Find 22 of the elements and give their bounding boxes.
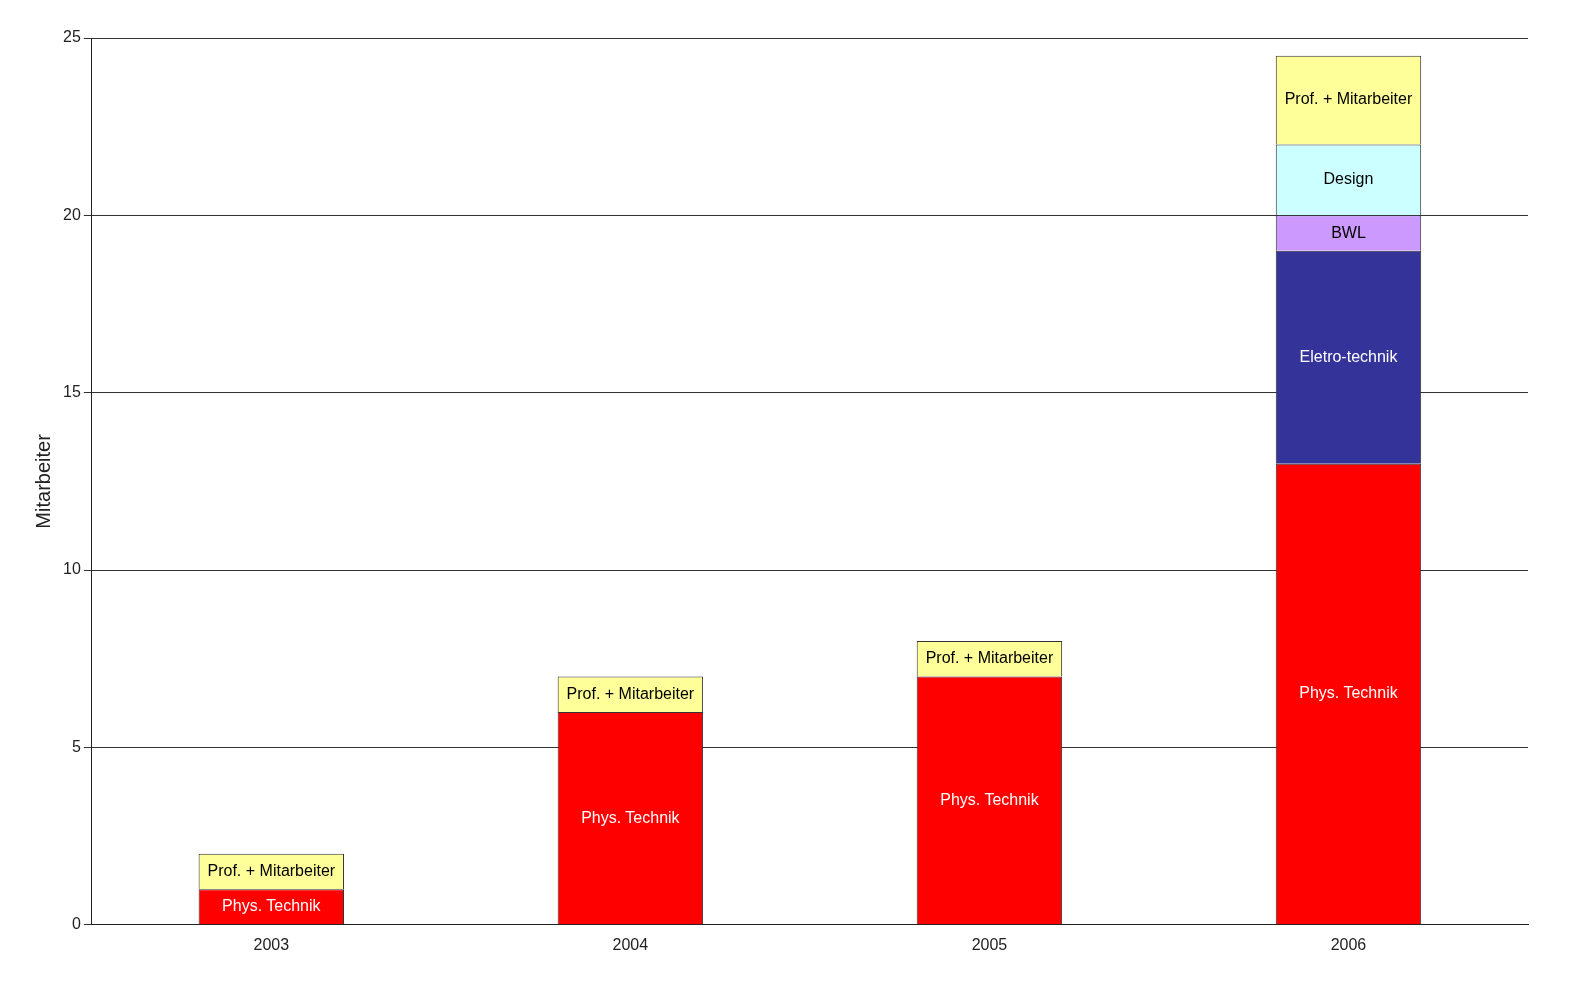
y-tick-label: 10 bbox=[63, 560, 81, 578]
text: Phys. Technik bbox=[1299, 684, 1398, 702]
y-tick-label: 15 bbox=[63, 383, 81, 401]
y-tick-label: 25 bbox=[63, 28, 81, 46]
y-tick-label: 0 bbox=[71, 915, 81, 933]
text: Phys. Technik bbox=[581, 808, 680, 826]
x-tick-label: 2005 bbox=[971, 935, 1008, 953]
series-label: Design bbox=[1323, 170, 1374, 188]
text: Prof. + Mitarbeiter bbox=[925, 649, 1054, 667]
x-tick-label: 2006 bbox=[1330, 935, 1367, 953]
x-tick-label: 2003 bbox=[253, 935, 290, 953]
text: Prof. + Mitarbeiter bbox=[566, 684, 695, 702]
text: Prof. + Mitarbeiter bbox=[1284, 90, 1413, 108]
series-label: BWL bbox=[1331, 223, 1366, 241]
text: Phys. Technik bbox=[940, 790, 1039, 808]
series-label: Eletro-technik bbox=[1299, 347, 1399, 365]
y-tick-label: 5 bbox=[71, 737, 81, 755]
y-axis-title: Mitarbeiter bbox=[31, 433, 54, 529]
y-tick-label: 20 bbox=[63, 205, 81, 223]
series-label: Prof. + Mitarbeiter bbox=[207, 862, 336, 879]
series-label: Phys. Technik bbox=[222, 897, 322, 915]
x-tick-label: 2004 bbox=[612, 935, 649, 953]
